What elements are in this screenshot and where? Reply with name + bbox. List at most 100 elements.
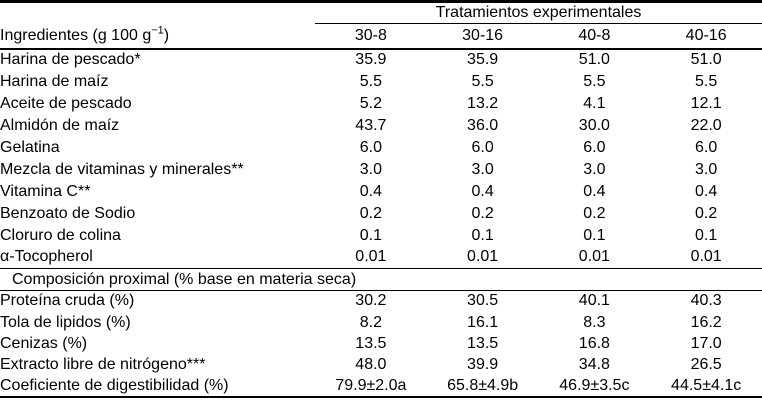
cell-value: 3.0 — [695, 160, 718, 178]
section-header-row: Composición proximal (% base en materia … — [0, 268, 762, 291]
ingredient-label: Aceite de pescado — [0, 94, 132, 112]
cell-value: 0.01 — [690, 248, 722, 266]
table-row: Harina de maíz 5.5 5.5 5.5 5.5 — [0, 71, 762, 93]
ingredient-label: Cloruro de colina — [0, 226, 121, 244]
group-header-row: Tratamientos experimentales — [0, 1, 762, 24]
column-header-row: Ingredientes (g 100 g−1) 30-8 30-16 40-8… — [0, 23, 762, 50]
proximal-label: Proteína cruda (%) — [0, 292, 135, 310]
ingredient-label: Mezcla de vitaminas y minerales** — [0, 160, 244, 178]
cell-value: 13.5 — [355, 334, 387, 352]
ingredient-label: α-Tocopherol — [0, 248, 93, 266]
cell-value: 6.0 — [359, 138, 382, 156]
proximal-composition-section: Composición proximal (% base en materia … — [0, 268, 762, 398]
table-row: Proteína cruda (%) 30.2 30.5 40.1 40.3 — [0, 291, 762, 312]
cell-value: 35.9 — [355, 51, 387, 68]
table-row: Tola de lipidos (%) 8.2 16.1 8.3 16.2 — [0, 312, 762, 333]
cell-value: 5.5 — [471, 72, 494, 90]
column-header-40-16: 40-16 — [650, 23, 762, 50]
section-header: Composición proximal (% base en materia … — [0, 268, 762, 291]
cell-value: 65.8±4.9b — [447, 377, 519, 395]
ingredients-section: Harina de pescado* 35.9 35.9 51.0 51.0 H… — [0, 49, 762, 269]
cell-value: 30.0 — [578, 116, 610, 134]
cell-value: 8.3 — [583, 313, 606, 331]
cell-value: 16.1 — [467, 313, 499, 331]
table-row: α-Tocopherol 0.01 0.01 0.01 0.01 — [0, 247, 762, 269]
proximal-label: Extracto libre de nitrógeno*** — [0, 356, 206, 374]
cell-value: 16.2 — [690, 313, 722, 331]
group-header: Tratamientos experimentales — [315, 1, 762, 24]
table-row: Gelatina 6.0 6.0 6.0 6.0 — [0, 137, 762, 159]
cell-value: 8.2 — [359, 313, 382, 331]
cell-value: 3.0 — [471, 160, 494, 178]
table-row: Benzoato de Sodio 0.2 0.2 0.2 0.2 — [0, 203, 762, 225]
cell-value: 39.9 — [467, 356, 499, 374]
ingredient-label: Harina de maíz — [0, 72, 109, 90]
cell-value: 5.5 — [359, 72, 382, 90]
cell-value: 13.5 — [467, 334, 499, 352]
table-row: Vitamina C** 0.4 0.4 0.4 0.4 — [0, 181, 762, 203]
cell-value: 0.4 — [471, 182, 494, 200]
cell-value: 40.1 — [578, 292, 610, 310]
cell-value: 0.4 — [359, 182, 382, 200]
ingredient-label: Harina de pescado* — [0, 51, 141, 68]
cell-value: 0.4 — [583, 182, 606, 200]
row-header-text: Ingredientes (g 100 g — [0, 26, 152, 44]
cell-value: 17.0 — [690, 334, 722, 352]
ingredient-label: Almidón de maíz — [0, 116, 120, 134]
cell-value: 6.0 — [471, 138, 494, 156]
cell-value: 0.1 — [359, 226, 382, 244]
table-row: Cenizas (%) 13.5 13.5 16.8 17.0 — [0, 333, 762, 354]
empty-corner-cell — [0, 2, 315, 24]
cell-value: 0.01 — [467, 248, 499, 266]
cell-value: 0.01 — [578, 248, 610, 266]
table-row: Mezcla de vitaminas y minerales** 3.0 3.… — [0, 159, 762, 181]
cell-value: 0.1 — [583, 226, 606, 244]
cell-value: 6.0 — [695, 138, 718, 156]
ingredient-label: Vitamina C** — [0, 182, 91, 200]
cell-value: 46.9±3.5c — [559, 377, 630, 395]
cell-value: 6.0 — [583, 138, 606, 156]
cell-value: 48.0 — [355, 356, 387, 374]
row-header-close: ) — [163, 26, 170, 44]
cell-value: 34.8 — [578, 356, 610, 374]
proximal-label: Coeficiente de digestibilidad (%) — [0, 377, 229, 395]
table-row: Harina de pescado* 35.9 35.9 51.0 51.0 — [0, 49, 762, 71]
cell-value: 0.2 — [583, 204, 606, 222]
cell-value: 5.2 — [359, 94, 382, 112]
proximal-label: Tola de lipidos (%) — [0, 313, 131, 331]
superscript-minus-one: −1 — [151, 24, 164, 37]
table-row: Coeficiente de digestibilidad (%) 79.9±2… — [0, 376, 762, 397]
column-header-30-16: 30-16 — [426, 23, 539, 50]
cell-value: 22.0 — [690, 116, 722, 134]
cell-value: 13.2 — [467, 94, 499, 112]
cell-value: 0.1 — [695, 226, 718, 244]
cell-value: 5.5 — [583, 72, 606, 90]
cell-value: 12.1 — [690, 94, 722, 112]
cell-value: 51.0 — [690, 51, 722, 68]
row-header-ingredientes: Ingredientes (g 100 g−1) — [0, 23, 315, 50]
cell-value: 0.1 — [471, 226, 494, 244]
cell-value: 43.7 — [355, 116, 387, 134]
table-row: Cloruro de colina 0.1 0.1 0.1 0.1 — [0, 225, 762, 247]
cell-value: 3.0 — [583, 160, 606, 178]
cell-value: 36.0 — [467, 116, 499, 134]
table-row: Aceite de pescado 5.2 13.2 4.1 12.1 — [0, 93, 762, 115]
cell-value: 16.8 — [578, 334, 610, 352]
table-row: Extracto libre de nitrógeno*** 48.0 39.9… — [0, 355, 762, 376]
ingredient-label: Benzoato de Sodio — [0, 204, 136, 222]
cell-value: 30.5 — [467, 292, 499, 310]
table-row: Almidón de maíz 43.7 36.0 30.0 22.0 — [0, 115, 762, 137]
cell-value: 0.2 — [359, 204, 382, 222]
cell-value: 4.1 — [583, 94, 606, 112]
cell-value: 51.0 — [578, 51, 610, 68]
column-header-30-8: 30-8 — [315, 23, 427, 50]
cell-value: 3.0 — [359, 160, 382, 178]
cell-value: 5.5 — [695, 72, 718, 90]
cell-value: 0.2 — [695, 204, 718, 222]
cell-value: 35.9 — [467, 51, 499, 68]
cell-value: 0.01 — [355, 248, 387, 266]
cell-value: 0.4 — [695, 182, 718, 200]
cell-value: 26.5 — [690, 356, 722, 374]
